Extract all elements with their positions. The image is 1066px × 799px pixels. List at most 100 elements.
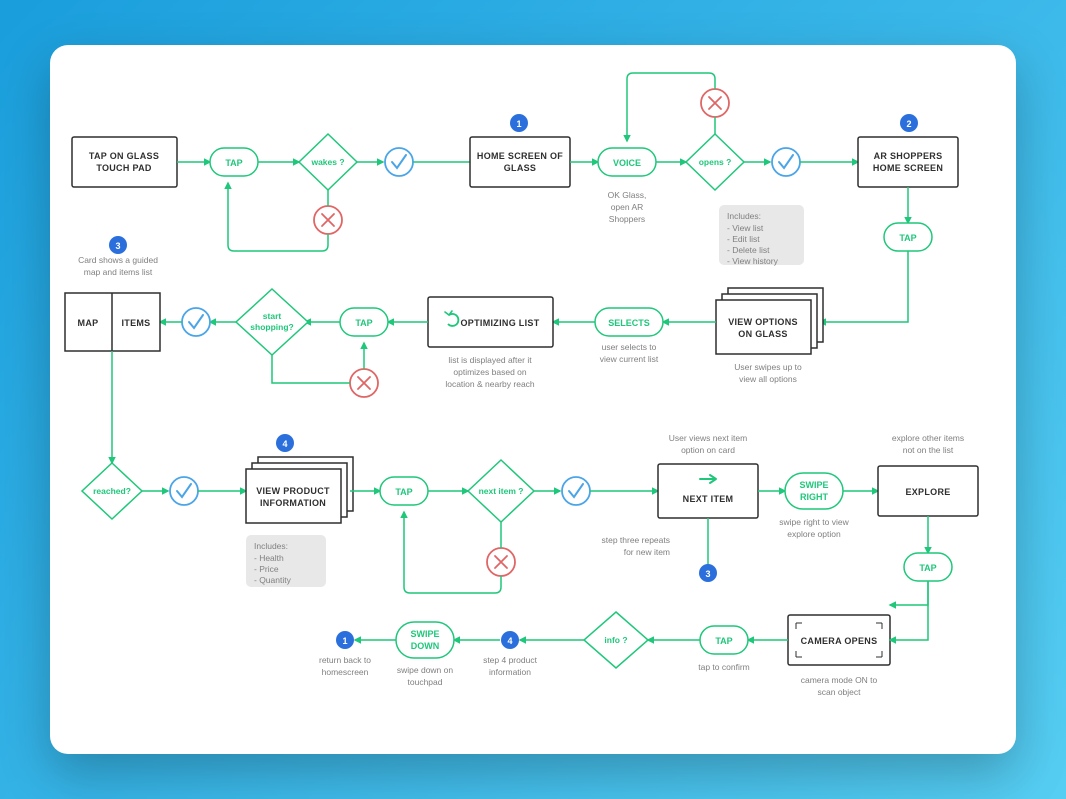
ok-reached bbox=[170, 477, 198, 505]
no-nextitem bbox=[487, 548, 515, 576]
note-exploreother-2: not on the list bbox=[903, 445, 954, 455]
svg-text:shopping?: shopping? bbox=[250, 322, 293, 332]
svg-text:Includes:: Includes: bbox=[727, 211, 761, 221]
note-tapconfirm: tap to confirm bbox=[698, 662, 750, 672]
no-start bbox=[350, 369, 378, 397]
diamond-info: info ? bbox=[584, 612, 648, 668]
svg-text:DOWN: DOWN bbox=[411, 641, 440, 651]
svg-text:VIEW PRODUCT: VIEW PRODUCT bbox=[256, 486, 330, 496]
svg-text:TAP: TAP bbox=[355, 318, 372, 328]
pill-tap-6: TAP bbox=[700, 626, 748, 654]
pill-tap-4: TAP bbox=[380, 477, 428, 505]
svg-text:next item ?: next item ? bbox=[479, 486, 524, 496]
svg-text:EXPLORE: EXPLORE bbox=[905, 487, 950, 497]
svg-text:NEXT ITEM: NEXT ITEM bbox=[683, 494, 734, 504]
svg-text:- Delete list: - Delete list bbox=[727, 245, 770, 255]
pill-tap-3: TAP bbox=[340, 308, 388, 336]
svg-text:TAP: TAP bbox=[395, 487, 412, 497]
svg-text:1: 1 bbox=[516, 119, 521, 129]
node-camera: CAMERA OPENS bbox=[788, 615, 890, 665]
note-step3-1: step three repeats bbox=[601, 535, 670, 545]
node-touchpad: TAP ON GLASS TOUCH PAD bbox=[72, 137, 177, 187]
pill-swipe-right: SWIPE RIGHT bbox=[785, 473, 843, 509]
svg-text:2: 2 bbox=[906, 119, 911, 129]
svg-text:opens ?: opens ? bbox=[699, 157, 732, 167]
svg-text:- Edit list: - Edit list bbox=[727, 234, 760, 244]
node-view-product: VIEW PRODUCT INFORMATION bbox=[246, 457, 353, 523]
ok-start bbox=[182, 308, 210, 336]
note-guided-2: map and items list bbox=[84, 267, 153, 277]
badge-3: 3 bbox=[109, 236, 127, 254]
callout-options: Includes: - View list - Edit list - Dele… bbox=[719, 205, 804, 266]
svg-text:AR SHOPPERS: AR SHOPPERS bbox=[874, 151, 943, 161]
svg-text:MAP: MAP bbox=[78, 318, 99, 328]
svg-text:CAMERA OPENS: CAMERA OPENS bbox=[801, 636, 878, 646]
note-okglass-3: Shoppers bbox=[609, 214, 645, 224]
note-swipeup-1: User swipes up to bbox=[734, 362, 802, 372]
svg-text:GLASS: GLASS bbox=[504, 163, 537, 173]
note-return-2: homescreen bbox=[322, 667, 369, 677]
pill-voice: VOICE bbox=[598, 148, 656, 176]
pill-selects: SELECTS bbox=[595, 308, 663, 336]
svg-text:info ?: info ? bbox=[604, 635, 627, 645]
svg-text:- View list: - View list bbox=[727, 223, 764, 233]
pill-tap-1: TAP bbox=[210, 148, 258, 176]
svg-text:TOUCH PAD: TOUCH PAD bbox=[96, 163, 152, 173]
svg-text:Includes:: Includes: bbox=[254, 541, 288, 551]
node-view-options: VIEW OPTIONS ON GLASS bbox=[716, 288, 823, 354]
no-opens bbox=[701, 89, 729, 117]
svg-text:TAP: TAP bbox=[225, 158, 242, 168]
diamond-reached: reached? bbox=[82, 463, 142, 519]
node-home-glass: 1 HOME SCREEN OF GLASS bbox=[470, 114, 570, 187]
note-camera-2: scan object bbox=[818, 687, 862, 697]
note-nextview-1: User views next item bbox=[669, 433, 747, 443]
svg-text:4: 4 bbox=[507, 636, 512, 646]
svg-text:start: start bbox=[263, 311, 282, 321]
svg-text:- View history: - View history bbox=[727, 256, 779, 266]
callout-product: Includes: - Health - Price - Quantity bbox=[246, 535, 326, 587]
badge-1b: 1 bbox=[336, 631, 354, 649]
svg-text:3: 3 bbox=[705, 569, 710, 579]
note-swipeup-2: view all options bbox=[739, 374, 797, 384]
svg-text:SWIPE: SWIPE bbox=[799, 480, 828, 490]
node-optimizing-list: OPTIMIZING LIST bbox=[428, 297, 553, 347]
note-okglass-1: OK Glass, bbox=[608, 190, 647, 200]
svg-text:HOME SCREEN: HOME SCREEN bbox=[873, 163, 943, 173]
note-camera-1: camera mode ON to bbox=[801, 675, 878, 685]
badge-4b: 4 bbox=[501, 631, 519, 649]
svg-text:TAP ON GLASS: TAP ON GLASS bbox=[89, 151, 159, 161]
note-step4-2: information bbox=[489, 667, 531, 677]
svg-text:INFORMATION: INFORMATION bbox=[260, 498, 326, 508]
node-explore: EXPLORE bbox=[878, 466, 978, 516]
svg-text:RIGHT: RIGHT bbox=[800, 492, 829, 502]
badge-4: 4 bbox=[276, 434, 294, 452]
no-wakes bbox=[314, 206, 342, 234]
note-userselects-1: user selects to bbox=[602, 342, 657, 352]
note-swipedown-1: swipe down on bbox=[397, 665, 454, 675]
pill-tap-5: TAP bbox=[904, 553, 952, 581]
svg-text:- Quantity: - Quantity bbox=[254, 575, 292, 585]
svg-text:HOME SCREEN OF: HOME SCREEN OF bbox=[477, 151, 563, 161]
svg-text:ON GLASS: ON GLASS bbox=[738, 329, 787, 339]
svg-text:- Health: - Health bbox=[254, 553, 284, 563]
ok-nextitem bbox=[562, 477, 590, 505]
badge-3b: 3 bbox=[699, 564, 717, 582]
note-return-1: return back to bbox=[319, 655, 371, 665]
note-swipedown-2: touchpad bbox=[408, 677, 443, 687]
note-step4-1: step 4 product bbox=[483, 655, 538, 665]
pill-tap-2: TAP bbox=[884, 223, 932, 251]
svg-text:VOICE: VOICE bbox=[613, 158, 641, 168]
svg-text:4: 4 bbox=[282, 439, 287, 449]
note-optimize-1: list is displayed after it bbox=[448, 355, 532, 365]
svg-text:SELECTS: SELECTS bbox=[608, 318, 650, 328]
flowchart-card: TAP ON GLASS TOUCH PAD TAP wakes ? 1 HOM… bbox=[50, 45, 1016, 754]
svg-text:3: 3 bbox=[115, 241, 120, 251]
flowchart-svg: TAP ON GLASS TOUCH PAD TAP wakes ? 1 HOM… bbox=[50, 45, 1016, 754]
svg-text:- Price: - Price bbox=[254, 564, 279, 574]
diamond-wakes: wakes ? bbox=[299, 134, 357, 190]
svg-text:1: 1 bbox=[342, 636, 347, 646]
svg-text:wakes ?: wakes ? bbox=[310, 157, 344, 167]
svg-text:TAP: TAP bbox=[919, 563, 936, 573]
note-userselects-2: view current list bbox=[600, 354, 659, 364]
pill-swipe-down: SWIPE DOWN bbox=[396, 622, 454, 658]
